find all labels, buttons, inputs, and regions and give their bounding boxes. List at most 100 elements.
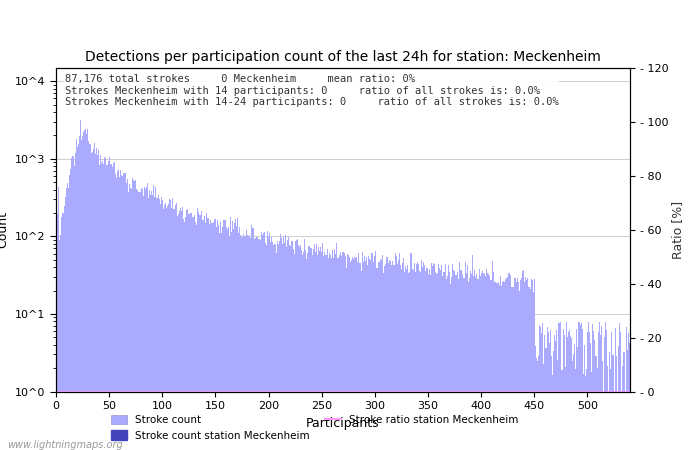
Bar — [99, 165, 100, 450]
Bar — [203, 220, 204, 450]
Bar — [500, 286, 502, 450]
Bar — [265, 243, 266, 450]
Bar — [172, 198, 174, 450]
Bar — [332, 250, 333, 450]
Bar — [610, 369, 611, 450]
Bar — [472, 255, 473, 450]
Bar — [153, 185, 154, 450]
Text: 87,176 total strokes     0 Meckenheim     mean ratio: 0%
Strokes Meckenheim with: 87,176 total strokes 0 Meckenheim mean r… — [64, 74, 559, 107]
Bar — [389, 261, 391, 450]
Bar — [457, 272, 458, 450]
Bar — [134, 181, 135, 450]
Bar — [519, 292, 520, 450]
Bar — [512, 287, 514, 450]
Bar — [102, 162, 104, 450]
Bar — [480, 276, 481, 450]
Bar — [402, 263, 403, 450]
Bar — [528, 287, 529, 450]
Bar — [440, 270, 441, 450]
Bar — [247, 235, 248, 450]
Bar — [370, 261, 371, 450]
Bar — [184, 222, 185, 450]
Bar — [432, 266, 433, 450]
Bar — [152, 195, 153, 450]
Bar — [414, 272, 416, 450]
Bar — [274, 244, 276, 450]
Bar — [305, 250, 307, 450]
Bar — [270, 242, 272, 450]
Bar — [567, 337, 568, 450]
Bar — [489, 276, 490, 450]
Bar — [228, 227, 229, 450]
Bar — [135, 180, 136, 450]
Bar — [110, 164, 111, 450]
Bar — [241, 237, 242, 450]
Bar — [421, 260, 422, 450]
Bar — [606, 329, 607, 450]
Bar — [601, 326, 602, 450]
Bar — [372, 253, 373, 450]
Bar — [335, 254, 336, 450]
Bar — [496, 283, 498, 450]
Bar — [118, 169, 119, 450]
Bar — [248, 236, 249, 450]
Bar — [249, 235, 250, 450]
Bar — [230, 217, 231, 450]
Bar — [526, 280, 527, 450]
Bar — [442, 276, 444, 450]
Bar — [281, 238, 282, 450]
Bar — [360, 271, 362, 450]
Bar — [461, 274, 463, 450]
Bar — [571, 338, 572, 450]
Bar — [132, 178, 133, 450]
Bar — [536, 358, 537, 450]
Bar — [527, 278, 528, 450]
Bar — [280, 234, 281, 450]
Bar — [486, 269, 487, 450]
Bar — [552, 375, 553, 450]
Bar — [197, 208, 198, 450]
Bar — [467, 265, 468, 450]
Bar — [471, 274, 472, 450]
Bar — [612, 355, 613, 450]
Bar — [539, 325, 540, 450]
Bar — [133, 180, 134, 450]
Bar — [83, 131, 84, 450]
Bar — [198, 212, 199, 450]
Bar — [114, 162, 115, 450]
Bar — [284, 243, 285, 450]
Bar — [574, 344, 575, 450]
Bar — [508, 273, 510, 450]
Bar — [139, 192, 141, 450]
Bar — [344, 256, 346, 450]
Bar — [475, 277, 477, 450]
Bar — [594, 340, 596, 450]
Title: Detections per participation count of the last 24h for station: Meckenheim: Detections per participation count of th… — [85, 50, 601, 63]
Bar — [111, 164, 112, 450]
Bar — [311, 248, 312, 450]
Bar — [551, 356, 552, 450]
Bar — [502, 282, 503, 450]
Bar — [120, 170, 121, 450]
Bar — [435, 272, 436, 450]
Y-axis label: Ratio [%]: Ratio [%] — [671, 200, 684, 259]
Bar — [406, 269, 407, 450]
Bar — [477, 279, 479, 450]
Bar — [485, 276, 486, 450]
Bar — [553, 351, 554, 450]
Bar — [437, 273, 438, 450]
Bar — [580, 323, 582, 450]
Bar — [453, 270, 454, 450]
Bar — [183, 219, 184, 450]
Bar — [293, 253, 295, 450]
Bar — [262, 233, 264, 450]
Bar — [503, 281, 504, 450]
Bar — [491, 280, 492, 450]
Bar — [351, 261, 352, 450]
Bar — [598, 322, 600, 450]
Bar — [170, 200, 172, 450]
Bar — [64, 206, 65, 450]
Bar — [418, 264, 419, 450]
Bar — [469, 278, 470, 450]
Bar — [458, 279, 459, 450]
